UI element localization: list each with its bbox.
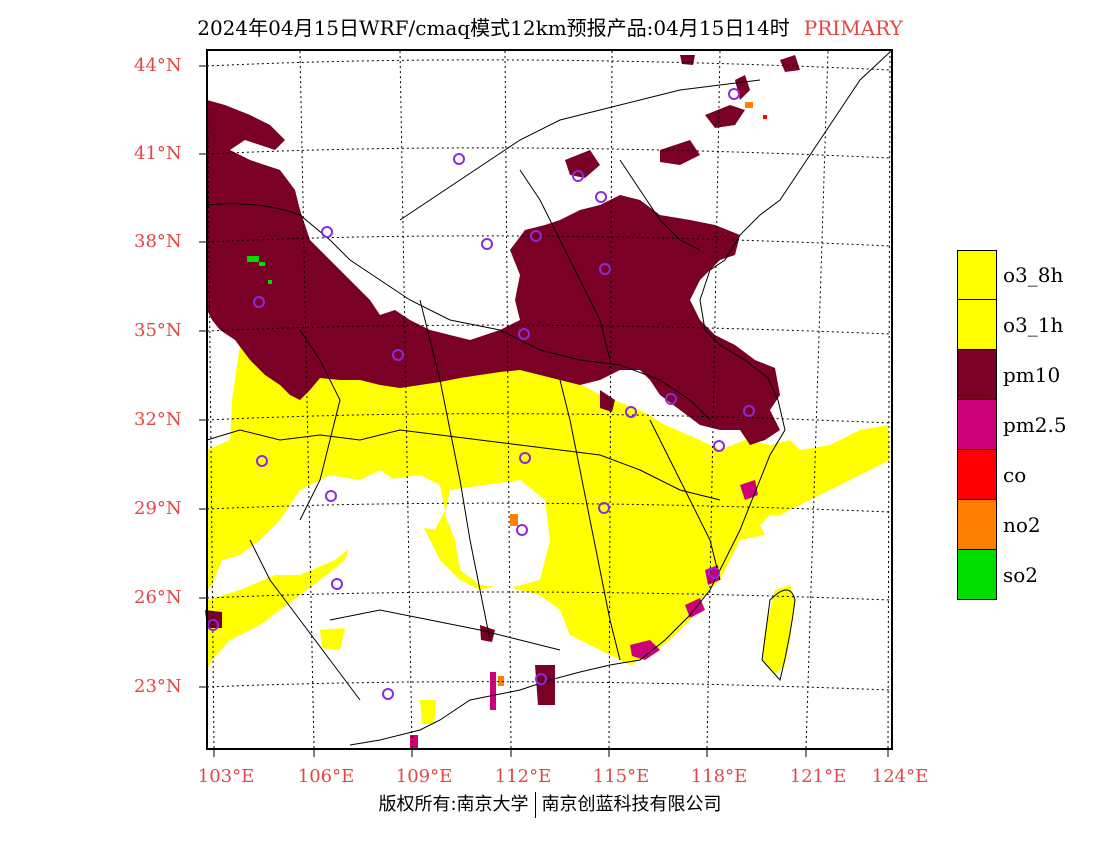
lon-label-103: 103°E bbox=[197, 766, 255, 787]
lon-label-115: 115°E bbox=[592, 766, 650, 787]
lat-label-38: 38°N bbox=[134, 231, 182, 252]
lon-gridlines bbox=[206, 49, 891, 749]
no2-patches bbox=[498, 102, 753, 686]
pollutant-legend: o3_8h o3_1h pm10 pm2.5 co no2 so2 bbox=[957, 250, 1067, 600]
lon-label-121: 121°E bbox=[789, 766, 847, 787]
legend-item-so2: so2 bbox=[957, 550, 1067, 600]
lon-label-124: 124°E bbox=[871, 766, 929, 787]
page-title: 2024年04月15日WRF/cmaq模式12km预报产品:04月15日14时 P… bbox=[0, 12, 1100, 41]
legend-label: no2 bbox=[1003, 513, 1041, 537]
lat-ticks bbox=[199, 65, 207, 688]
legend-label: o3_1h bbox=[1003, 313, 1064, 337]
legend-item-o3-1h: o3_1h bbox=[957, 300, 1067, 350]
legend-swatch bbox=[957, 300, 997, 350]
lat-label-23: 23°N bbox=[134, 676, 182, 697]
legend-label: pm2.5 bbox=[1003, 413, 1067, 437]
legend-label: so2 bbox=[1003, 563, 1039, 587]
lon-label-118: 118°E bbox=[690, 766, 748, 787]
legend-item-o3-8h: o3_8h bbox=[957, 250, 1067, 300]
legend-item-co: co bbox=[957, 450, 1067, 500]
lat-label-44: 44°N bbox=[134, 55, 182, 76]
monitoring-stations bbox=[207, 88, 755, 700]
copyright-right: 南京创蓝科技有限公司 bbox=[541, 794, 722, 815]
map-frame bbox=[206, 49, 893, 750]
copyright-left: 版权所有:南京大学 bbox=[378, 794, 529, 815]
legend-swatch bbox=[957, 550, 997, 600]
legend-swatch bbox=[957, 250, 997, 300]
legend-swatch bbox=[957, 400, 997, 450]
lat-label-32: 32°N bbox=[134, 409, 182, 430]
copyright-footer: 版权所有:南京大学 南京创蓝科技有限公司 bbox=[0, 790, 1100, 818]
lat-label-29: 29°N bbox=[134, 498, 182, 519]
so2-patches bbox=[247, 256, 272, 284]
lon-label-109: 109°E bbox=[395, 766, 453, 787]
footer-separator bbox=[534, 792, 536, 818]
title-text: 2024年04月15日WRF/cmaq模式12km预报产品:04月15日14时 bbox=[197, 16, 790, 40]
legend-swatch bbox=[957, 350, 997, 400]
legend-label: pm10 bbox=[1003, 363, 1061, 387]
legend-item-pm10: pm10 bbox=[957, 350, 1067, 400]
lat-label-26: 26°N bbox=[134, 587, 182, 608]
legend-item-pm25: pm2.5 bbox=[957, 400, 1067, 450]
primary-tag: PRIMARY bbox=[803, 16, 903, 40]
legend-swatch bbox=[957, 500, 997, 550]
lon-ticks bbox=[213, 749, 889, 757]
legend-item-no2: no2 bbox=[957, 500, 1067, 550]
legend-swatch bbox=[957, 450, 997, 500]
lon-label-112: 112°E bbox=[494, 766, 552, 787]
lat-label-41: 41°N bbox=[134, 143, 182, 164]
boundaries bbox=[206, 51, 891, 746]
legend-label: o3_8h bbox=[1003, 263, 1064, 287]
legend-label: co bbox=[1003, 463, 1027, 487]
lon-label-106: 106°E bbox=[297, 766, 355, 787]
lat-gridlines bbox=[206, 59, 891, 691]
co-patches bbox=[763, 115, 767, 119]
lat-label-35: 35°N bbox=[134, 320, 182, 341]
